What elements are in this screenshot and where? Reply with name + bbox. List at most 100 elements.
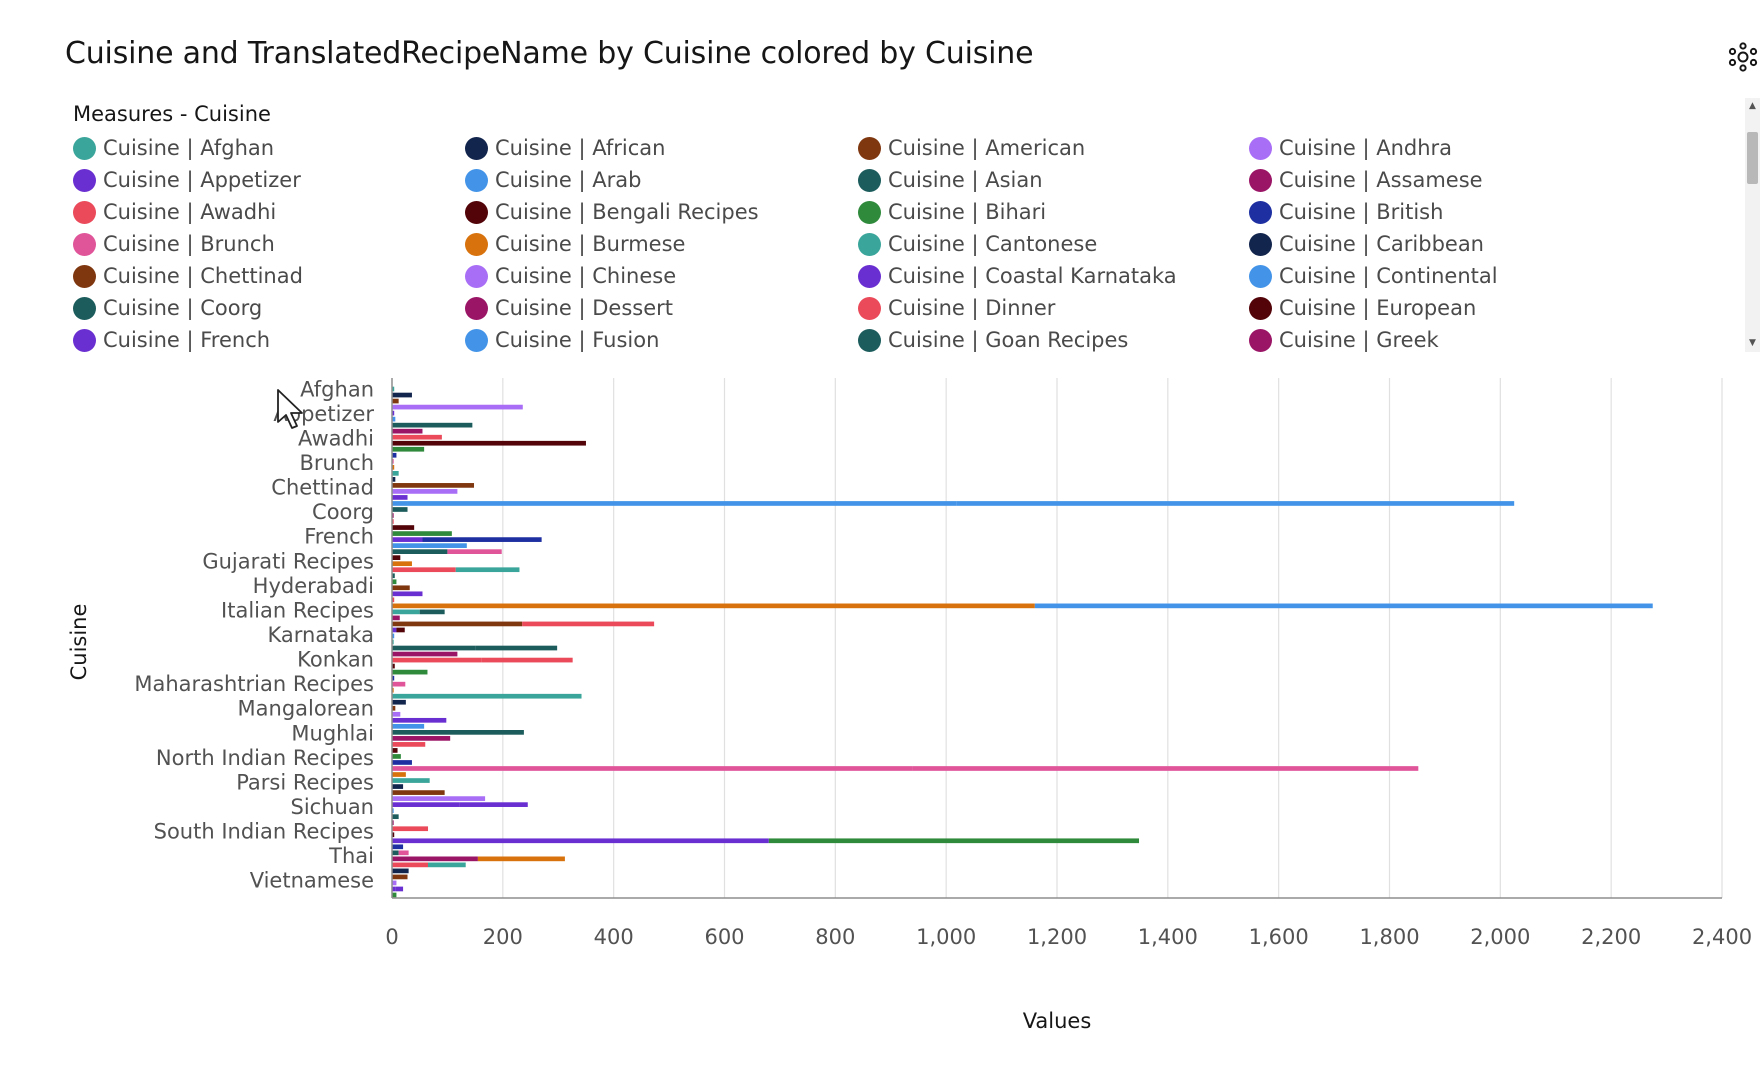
- gridlines: [502, 378, 1723, 898]
- bar-segment: [392, 416, 396, 422]
- bar-segment: [392, 868, 409, 874]
- legend-item[interactable]: Cuisine | Asian: [858, 164, 1249, 196]
- x-tick-label: 1,200: [1027, 925, 1087, 949]
- legend-label: Cuisine | Caribbean: [1279, 232, 1484, 256]
- bar-segment: [392, 814, 399, 820]
- legend-swatch-icon: [73, 200, 96, 224]
- y-tick-label: Vietnamese: [250, 869, 374, 893]
- legend-item[interactable]: Cuisine | Fusion: [465, 324, 858, 356]
- legend-item[interactable]: Cuisine | Burmese: [465, 228, 858, 260]
- bar-segment: [392, 723, 425, 729]
- legend-item[interactable]: Cuisine | Dessert: [465, 292, 858, 324]
- legend-item[interactable]: Cuisine | Cantonese: [858, 228, 1249, 260]
- bar-segment: [392, 844, 404, 850]
- x-tick-label: 2,400: [1692, 925, 1752, 949]
- bar-segment: [392, 585, 410, 591]
- bar-segment: [392, 651, 458, 657]
- bar-segment: [392, 458, 394, 464]
- mouse-pointer-icon: [277, 389, 303, 429]
- legend-item[interactable]: Cuisine | Bihari: [858, 196, 1249, 228]
- legend-item[interactable]: Cuisine | European: [1249, 292, 1639, 324]
- bar-segment: [392, 579, 397, 585]
- legend-item[interactable]: Cuisine | Bengali Recipes: [465, 196, 858, 228]
- bar-segment: [392, 754, 401, 759]
- legend-item[interactable]: Cuisine | Appetizer: [73, 164, 465, 196]
- bar-segment: [392, 464, 395, 470]
- legend-label: Cuisine | Fusion: [495, 328, 660, 352]
- bar-segment: [392, 573, 395, 579]
- bar-segment: [458, 404, 523, 410]
- legend-label: Cuisine | Assamese: [1279, 168, 1483, 192]
- legend-label: Cuisine | Chettinad: [103, 264, 303, 288]
- legend-swatch-icon: [73, 168, 96, 192]
- bar-segment: [392, 796, 486, 801]
- legend-item[interactable]: Cuisine | Coastal Karnataka: [858, 260, 1249, 292]
- bar-segment: [392, 790, 445, 795]
- legend-item[interactable]: Cuisine | Brunch: [73, 228, 465, 260]
- bar-segment: [392, 603, 1035, 609]
- legend-swatch-icon: [1249, 232, 1272, 256]
- x-tick-label: 200: [483, 925, 523, 949]
- legend-item[interactable]: Cuisine | French: [73, 324, 465, 356]
- bar-segment: [768, 838, 1140, 844]
- legend-item[interactable]: Cuisine | Arab: [465, 164, 858, 196]
- legend-item[interactable]: Cuisine | Goan Recipes: [858, 324, 1249, 356]
- legend-item[interactable]: Cuisine | Coorg: [73, 292, 465, 324]
- bar-segment: [392, 826, 429, 832]
- x-axis-label: Values: [1023, 1009, 1092, 1033]
- legend-swatch-icon: [1249, 264, 1272, 288]
- bar-segment: [392, 748, 398, 753]
- bar-segment: [392, 856, 478, 862]
- y-tick-label: North Indian Recipes: [156, 746, 374, 770]
- bar-segment: [392, 784, 404, 789]
- legend-label: Cuisine | Goan Recipes: [888, 328, 1129, 352]
- bar-segment: [392, 736, 451, 741]
- legend-label: Cuisine | European: [1279, 296, 1477, 320]
- legend-item[interactable]: Cuisine | Assamese: [1249, 164, 1639, 196]
- legend-scrollbar[interactable]: ▲ ▼: [1745, 98, 1760, 352]
- legend-item[interactable]: Cuisine | African: [465, 132, 858, 164]
- legend-item[interactable]: Cuisine | Caribbean: [1249, 228, 1639, 260]
- bar-segment: [398, 850, 409, 856]
- bar-segment: [392, 392, 412, 398]
- scrollbar-thumb[interactable]: [1747, 132, 1758, 184]
- bar-segment: [392, 681, 406, 687]
- legend-label: Cuisine | French: [103, 328, 271, 352]
- legend-label: Cuisine | British: [1279, 200, 1444, 224]
- legend-swatch-icon: [1249, 328, 1272, 352]
- bar-segment: [392, 561, 412, 567]
- bar-segment: [392, 862, 429, 868]
- bar-segment: [392, 693, 582, 699]
- x-tick-label: 1,000: [916, 925, 976, 949]
- legend-item[interactable]: Cuisine | Andhra: [1249, 132, 1639, 164]
- bars: [392, 386, 1653, 898]
- scroll-up-arrow-icon[interactable]: ▲: [1749, 101, 1756, 111]
- bar-segment: [392, 663, 395, 669]
- legend-item[interactable]: Cuisine | British: [1249, 196, 1639, 228]
- y-tick-label: Maharashtrian Recipes: [134, 672, 374, 696]
- settings-icon[interactable]: [1726, 40, 1760, 74]
- legend-item[interactable]: Cuisine | American: [858, 132, 1249, 164]
- legend-swatch-icon: [465, 168, 488, 192]
- legend-item[interactable]: Cuisine | Greek: [1249, 324, 1639, 356]
- legend-swatch-icon: [465, 200, 488, 224]
- legend-item[interactable]: Cuisine | Dinner: [858, 292, 1249, 324]
- legend-label: Cuisine | Burmese: [495, 232, 686, 256]
- legend-item[interactable]: Cuisine | Chinese: [465, 260, 858, 292]
- scroll-down-arrow-icon[interactable]: ▼: [1749, 338, 1756, 348]
- bar-segment: [392, 802, 460, 807]
- legend-swatch-icon: [465, 232, 488, 256]
- legend-label: Cuisine | Bihari: [888, 200, 1047, 224]
- legend-swatch-icon: [1249, 168, 1272, 192]
- legend-item[interactable]: Cuisine | Afghan: [73, 132, 465, 164]
- bar-segment: [407, 501, 957, 506]
- legend-item[interactable]: Cuisine | Chettinad: [73, 260, 465, 292]
- bar-segment: [392, 838, 769, 844]
- bar-segment: [392, 880, 397, 886]
- legend-label: Cuisine | African: [495, 136, 666, 160]
- axes: 0 200 400 600 800 1,000 1,200 1,400 1,600 1,800 2,…: [134, 377, 1752, 949]
- y-tick-label: Mangalorean: [238, 697, 374, 721]
- legend-item[interactable]: Cuisine | Awadhi: [73, 196, 465, 228]
- legend-item[interactable]: Cuisine | Continental: [1249, 260, 1639, 292]
- bar-segment: [392, 549, 448, 554]
